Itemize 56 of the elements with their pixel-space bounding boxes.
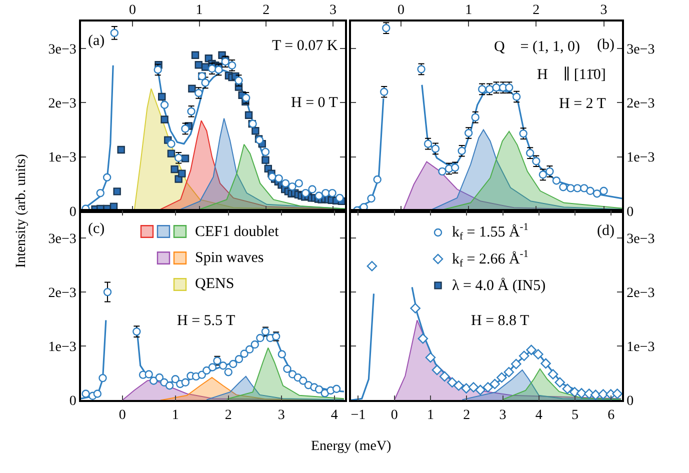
- y-axis-title: Intensity (arb. units): [14, 154, 30, 268]
- legend-label: k$_{f}$ = 2.66 Å$^{-1}$: [452, 249, 529, 270]
- legend-label: k$_{f}$ = 1.55 Å$^{-1}$: [452, 222, 529, 242]
- y-tick-label: 3e−3: [48, 42, 76, 58]
- x-tick-label: 1: [172, 408, 179, 423]
- x-tick-label: 2: [262, 3, 270, 18]
- y-tick-label: 0: [69, 204, 76, 220]
- annotation: Q⃗ = (1, 1, 0): [494, 39, 580, 55]
- y-tick-label: 1e−3: [48, 340, 76, 356]
- x-tick-label: 0: [118, 408, 126, 423]
- y-tick-label: 3e−3: [626, 232, 655, 247]
- y-tick-label: 2e−3: [48, 96, 76, 112]
- x-tick-label: 1: [196, 3, 203, 18]
- y-tick-label: 0: [626, 394, 634, 410]
- annotation: H = 5.5 T: [177, 313, 236, 329]
- x-tick-label: 2: [532, 3, 540, 18]
- x-tick-label: 0: [128, 3, 136, 18]
- annotation: (b): [597, 37, 614, 53]
- x-tick-label: −1: [350, 408, 366, 423]
- x-tick-label: 4: [535, 408, 542, 423]
- legend-label: λ = 4.0 Å (IN5): [452, 277, 546, 294]
- y-tick-label: 3e−3: [48, 232, 76, 247]
- legend-label: QENS: [195, 276, 234, 292]
- legend-label: CEF1 doublet: [195, 224, 280, 240]
- y-tick-label: 2e−3: [626, 286, 655, 301]
- x-tick-label: 0: [390, 408, 398, 423]
- y-tick-label: 2e−3: [626, 96, 655, 112]
- x-tick-label: 1: [465, 3, 472, 18]
- y-tick-label: 1e−3: [48, 150, 76, 166]
- legend-label: Spin waves: [195, 250, 264, 266]
- x-tick-label: 0: [398, 3, 405, 18]
- x-tick-label: 3: [278, 408, 285, 423]
- x-tick-label: 4: [330, 408, 338, 423]
- x-tick-label: 2: [224, 408, 232, 423]
- annotation: H⃗ ∥ [11̄0]: [537, 66, 606, 83]
- x-axis-title: Energy (meV): [311, 439, 392, 454]
- annotation: H = 8.8 T: [471, 313, 530, 329]
- annotation: H = 0 T: [291, 95, 338, 111]
- x-tick-label: 3: [499, 408, 506, 423]
- x-tick-label: 2: [463, 408, 470, 423]
- annotation: T = 0.07 K: [272, 38, 338, 54]
- x-tick-label: 3: [600, 3, 608, 18]
- y-tick-label: 2e−3: [48, 286, 76, 301]
- y-tick-label: 1e−3: [626, 340, 655, 356]
- y-tick-label: 3e−3: [626, 42, 655, 58]
- x-tick-label: 1: [426, 408, 434, 423]
- y-tick-label: 0: [626, 204, 634, 220]
- y-tick-label: 0: [69, 394, 76, 410]
- x-tick-label: 3: [329, 3, 336, 18]
- annotation: (d): [597, 223, 614, 239]
- y-tick-label: 1e−3: [626, 150, 655, 166]
- annotation: (a): [88, 33, 105, 49]
- x-tick-label: 5: [572, 408, 579, 423]
- annotation: H = 2 T: [559, 96, 606, 112]
- x-tick-label: 6: [608, 408, 615, 423]
- annotation: (c): [88, 221, 105, 237]
